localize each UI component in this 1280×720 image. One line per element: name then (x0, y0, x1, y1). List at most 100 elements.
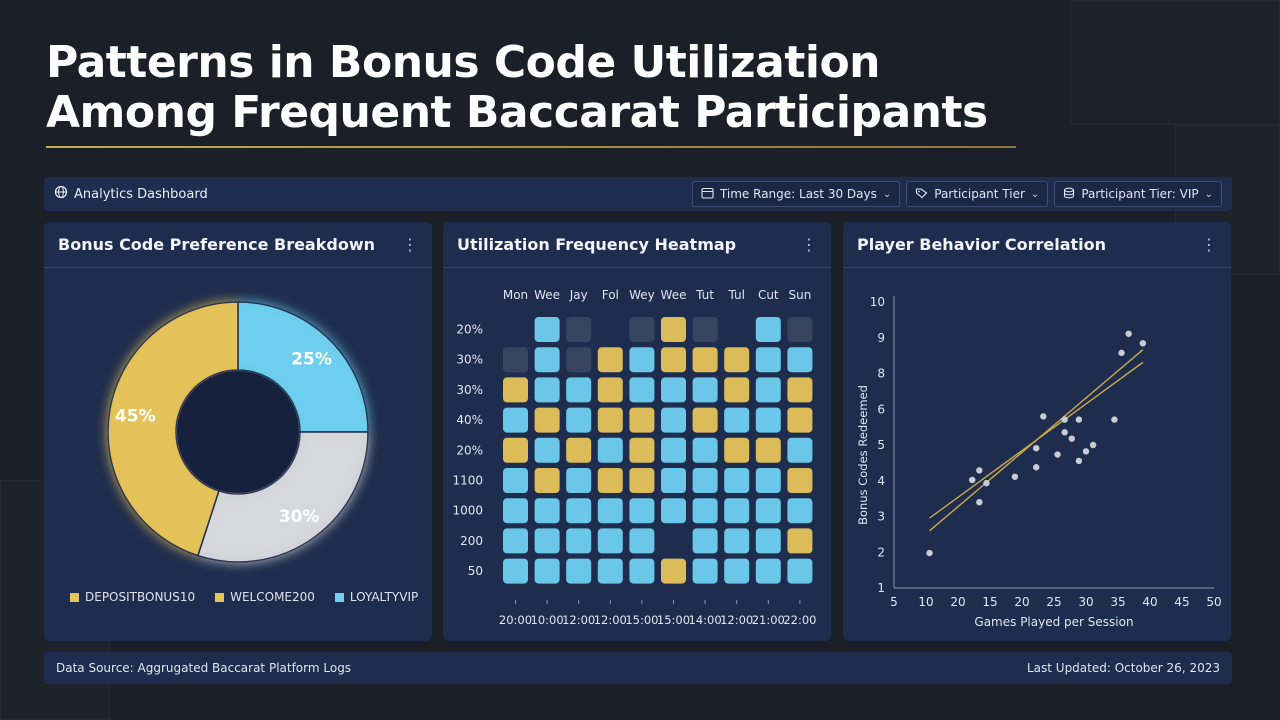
heatmap-cell[interactable] (661, 347, 686, 373)
heatmap-cell[interactable] (566, 437, 592, 463)
scatter-point[interactable] (1061, 416, 1068, 423)
heatmap-cell[interactable] (692, 468, 718, 493)
heatmap-cell[interactable] (755, 468, 781, 493)
heatmap-cell[interactable] (503, 377, 528, 403)
heatmap-cell[interactable] (724, 498, 750, 524)
heatmap-cell[interactable] (692, 558, 718, 584)
heatmap-cell[interactable] (755, 528, 781, 554)
heatmap-cell[interactable] (503, 347, 528, 373)
legend-item[interactable]: DEPOSITBONUS10 (70, 590, 195, 604)
time-range-filter[interactable]: Time Range: Last 30 Days ⌄ (691, 181, 901, 207)
heatmap-cell[interactable] (661, 498, 686, 524)
heatmap-cell[interactable] (661, 468, 686, 493)
heatmap-cell[interactable] (597, 377, 623, 403)
heatmap-cell[interactable] (661, 377, 686, 403)
donut-slice-depositbonus10[interactable] (107, 301, 239, 557)
more-options-icon[interactable]: ⋮ (1201, 235, 1217, 254)
heatmap-cell[interactable] (755, 317, 781, 342)
heatmap-cell[interactable] (787, 317, 813, 342)
scatter-point[interactable] (1082, 448, 1090, 455)
heatmap-cell[interactable] (692, 377, 718, 403)
heatmap-cell[interactable] (566, 498, 592, 524)
heatmap-cell[interactable] (787, 347, 813, 373)
heatmap-cell[interactable] (661, 437, 686, 463)
scatter-point[interactable] (1089, 441, 1097, 449)
heatmap-cell[interactable] (566, 528, 592, 554)
heatmap-cell[interactable] (661, 317, 686, 342)
heatmap-cell[interactable] (787, 528, 813, 554)
heatmap-cell[interactable] (787, 437, 813, 463)
scatter-point[interactable] (1118, 349, 1125, 357)
heatmap-cell[interactable] (597, 528, 623, 554)
donut-slice-welcome200[interactable] (196, 431, 369, 563)
heatmap-cell[interactable] (724, 347, 750, 373)
heatmap-cell[interactable] (629, 558, 655, 584)
heatmap-cell[interactable] (724, 468, 750, 493)
heatmap-cell[interactable] (566, 468, 592, 493)
heatmap-cell[interactable] (755, 377, 781, 403)
participant-tier-vip-filter[interactable]: Participant Tier: VIP ⌄ (1054, 181, 1222, 207)
legend-item[interactable]: WELCOME200 (215, 590, 315, 604)
heatmap-cell[interactable] (692, 407, 718, 433)
heatmap-cell[interactable] (629, 528, 655, 554)
heatmap-cell[interactable] (692, 347, 718, 373)
heatmap-cell[interactable] (597, 407, 623, 433)
heatmap-cell[interactable] (503, 558, 528, 584)
heatmap-cell[interactable] (503, 528, 528, 554)
heatmap-cell[interactable] (629, 317, 655, 342)
scatter-point[interactable] (1033, 444, 1040, 452)
heatmap-cell[interactable] (755, 347, 781, 373)
donut-slice-loyaltyvip[interactable] (237, 301, 369, 433)
scatter-point[interactable] (1040, 413, 1047, 420)
heatmap-cell[interactable] (597, 558, 623, 584)
scatter-point[interactable] (983, 479, 990, 487)
heatmap-cell[interactable] (724, 558, 750, 584)
participant-tier-filter[interactable]: Participant Tier ⌄ (906, 181, 1049, 207)
scatter-point[interactable] (976, 467, 983, 474)
more-options-icon[interactable]: ⋮ (402, 235, 418, 254)
heatmap-cell[interactable] (629, 407, 655, 433)
heatmap-cell[interactable] (503, 498, 528, 524)
heatmap-cell[interactable] (566, 347, 592, 373)
heatmap-cell[interactable] (755, 437, 781, 463)
heatmap-cell[interactable] (534, 558, 560, 584)
heatmap-cell[interactable] (787, 407, 813, 433)
heatmap-cell[interactable] (566, 407, 592, 433)
scatter-point[interactable] (1125, 330, 1132, 337)
dashboard-brand[interactable]: Analytics Dashboard (54, 185, 208, 203)
scatter-point[interactable] (1075, 416, 1083, 423)
heatmap-cell[interactable] (629, 498, 655, 524)
heatmap-cell[interactable] (503, 437, 528, 463)
scatter-point[interactable] (969, 476, 976, 484)
heatmap-cell[interactable] (692, 437, 718, 463)
heatmap-cell[interactable] (534, 437, 560, 463)
heatmap-cell[interactable] (724, 407, 750, 433)
more-options-icon[interactable]: ⋮ (801, 235, 817, 254)
scatter-point[interactable] (1075, 457, 1083, 465)
heatmap-cell[interactable] (597, 347, 623, 373)
scatter-point[interactable] (1061, 429, 1068, 436)
scatter-point[interactable] (1139, 340, 1147, 347)
scatter-point[interactable] (1033, 464, 1040, 471)
scatter-point[interactable] (1111, 416, 1118, 423)
heatmap-cell[interactable] (534, 377, 560, 403)
heatmap-cell[interactable] (724, 528, 750, 554)
heatmap-cell[interactable] (692, 498, 718, 524)
scatter-point[interactable] (926, 549, 933, 557)
heatmap-cell[interactable] (629, 377, 655, 403)
heatmap-cell[interactable] (724, 377, 750, 403)
heatmap-cell[interactable] (534, 528, 560, 554)
scatter-point[interactable] (1054, 451, 1061, 458)
scatter-point[interactable] (1011, 473, 1019, 480)
heatmap-cell[interactable] (755, 558, 781, 584)
heatmap-cell[interactable] (629, 437, 655, 463)
heatmap-cell[interactable] (692, 528, 718, 554)
heatmap-cell[interactable] (534, 498, 560, 524)
scatter-point[interactable] (976, 499, 983, 506)
scatter-point[interactable] (1068, 435, 1075, 442)
heatmap-cell[interactable] (787, 498, 813, 524)
heatmap-cell[interactable] (597, 437, 623, 463)
heatmap-cell[interactable] (724, 437, 750, 463)
heatmap-cell[interactable] (629, 347, 655, 373)
heatmap-cell[interactable] (755, 407, 781, 433)
